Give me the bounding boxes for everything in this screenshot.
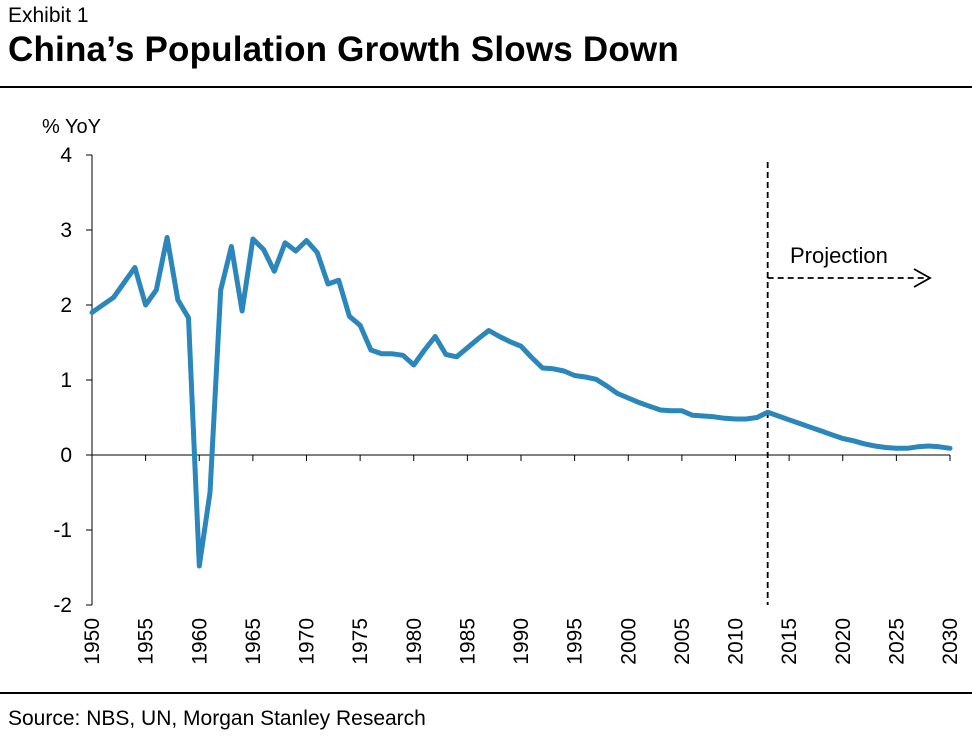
x-tick-label: 2025: [885, 618, 908, 665]
x-tick-label: 2030: [939, 618, 962, 665]
y-tick-label: 0: [60, 444, 72, 467]
x-tick-label: 2020: [832, 618, 855, 665]
x-tick-label: 1950: [81, 618, 104, 665]
y-tick-label: -1: [53, 519, 72, 542]
y-tick-label: 4: [60, 144, 72, 167]
x-tick-label: 2005: [671, 618, 694, 665]
x-tick-label: 1975: [349, 618, 372, 665]
x-tick-label: 1970: [296, 618, 319, 665]
y-axis-ticks: 4 3 2 1 0 -1 -2: [53, 144, 92, 617]
y-tick-label: -2: [53, 594, 72, 617]
y-tick-label: 2: [60, 294, 72, 317]
x-tick-label: 1965: [242, 618, 265, 665]
series-line: [89, 235, 953, 569]
top-rule: [0, 86, 972, 88]
y-tick-label: 1: [60, 369, 72, 392]
x-tick-label: 2015: [778, 618, 801, 665]
x-tick-label: 1960: [188, 618, 211, 665]
chart-title: China’s Population Growth Slows Down: [8, 30, 679, 69]
x-tick-label: 1990: [510, 618, 533, 665]
projection-label: Projection: [790, 243, 888, 268]
x-tick-label: 2000: [617, 618, 640, 665]
x-tick-label: 1995: [564, 618, 587, 665]
bottom-rule: [0, 692, 972, 694]
exhibit-label: Exhibit 1: [8, 4, 89, 27]
projection-arrowhead: [913, 268, 932, 288]
line-chart: % YoY 4 3 2 1 0 -1 -2 1950 1955 1960 1965 1970 1975…: [42, 116, 962, 665]
x-tick-label: 1955: [135, 618, 158, 665]
y-axis-label: % YoY: [42, 116, 101, 138]
x-tick-label: 1985: [456, 618, 479, 665]
x-tick-label: 1980: [403, 618, 426, 665]
x-axis-ticks: 1950 1955 1960 1965 1970 1975 1980 1985 1990 1995…: [81, 455, 962, 665]
x-tick-label: 2010: [725, 618, 748, 665]
y-tick-label: 3: [60, 219, 72, 242]
source-note: Source: NBS, UN, Morgan Stanley Research: [8, 707, 426, 730]
